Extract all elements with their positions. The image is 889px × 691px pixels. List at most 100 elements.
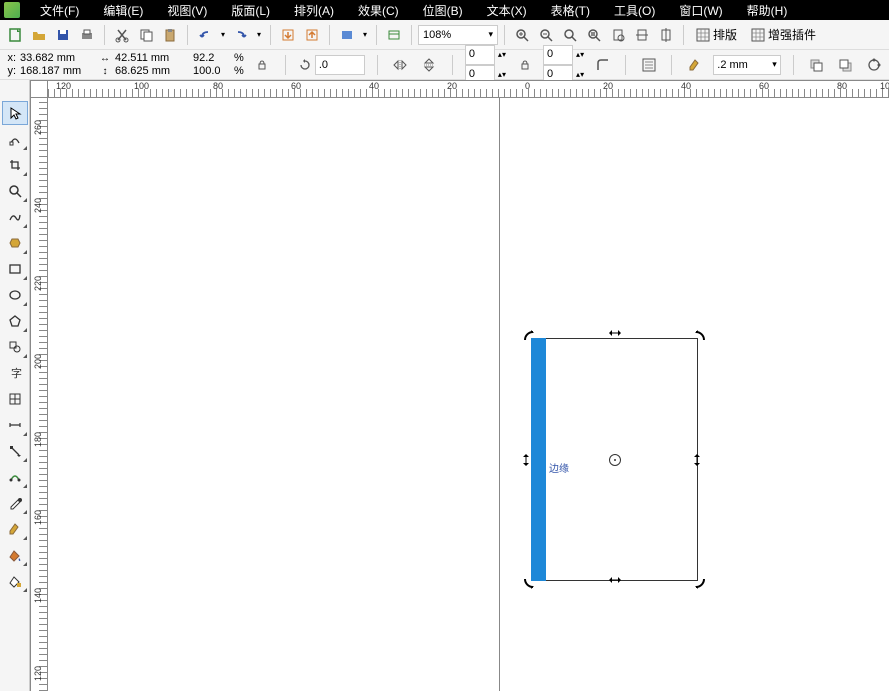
corner-lock-button[interactable] — [514, 54, 535, 76]
menu-edit[interactable]: 编辑(E) — [91, 0, 155, 21]
ruler-v-label: 260 — [33, 120, 43, 135]
redo-button[interactable] — [230, 24, 252, 46]
pick-tool[interactable] — [2, 101, 28, 125]
dimension-tool[interactable] — [2, 413, 28, 437]
menu-effects[interactable]: 效果(C) — [346, 0, 411, 21]
welcome-button[interactable] — [383, 24, 405, 46]
menu-bitmap[interactable]: 位图(B) — [411, 0, 475, 21]
zoom-width-button[interactable] — [631, 24, 653, 46]
scale-y[interactable]: 100.0 — [193, 65, 231, 78]
width-value[interactable]: 42.511 mm — [115, 52, 185, 65]
rotation-input[interactable]: .0 — [315, 55, 365, 75]
height-value[interactable]: 68.625 mm — [115, 65, 185, 78]
fill-tool[interactable] — [2, 543, 28, 567]
print-button[interactable] — [76, 24, 98, 46]
to-back-button[interactable] — [835, 54, 856, 76]
menu-text[interactable]: 文本(X) — [475, 0, 539, 21]
corner3-input[interactable]: 0 — [543, 45, 573, 65]
rectangle-tool[interactable] — [2, 257, 28, 281]
freehand-tool[interactable] — [2, 205, 28, 229]
interactive-tool[interactable] — [2, 465, 28, 489]
separator — [377, 55, 378, 75]
menu-window[interactable]: 窗口(W) — [667, 0, 734, 21]
paste-button[interactable] — [159, 24, 181, 46]
ruler-h-label: 100 — [880, 81, 889, 91]
interactive-fill-tool[interactable] — [2, 569, 28, 593]
canvas[interactable]: 边缘 — [48, 98, 889, 691]
menu-arrange[interactable]: 排列(A) — [282, 0, 346, 21]
lock-ratio-button[interactable] — [252, 54, 273, 76]
menu-table[interactable]: 表格(T) — [539, 0, 602, 21]
shape-tool[interactable] — [2, 127, 28, 151]
outline-width-input[interactable]: .2 mm▾ — [713, 55, 780, 75]
menu-help[interactable]: 帮助(H) — [735, 0, 800, 21]
cut-button[interactable] — [111, 24, 133, 46]
zoom-all-button[interactable] — [583, 24, 605, 46]
ruler-v-label: 240 — [33, 198, 43, 213]
mirror-v-button[interactable] — [419, 54, 440, 76]
rotation-center[interactable] — [609, 454, 621, 466]
x-value[interactable]: 33.682 mm — [20, 52, 90, 65]
connector-tool[interactable] — [2, 439, 28, 463]
zoom-sel-button[interactable] — [559, 24, 581, 46]
ellipse-tool[interactable] — [2, 283, 28, 307]
ruler-h-label: 60 — [291, 81, 301, 91]
launcher-drop[interactable]: ▾ — [360, 24, 370, 46]
y-value[interactable]: 168.187 mm — [20, 65, 90, 78]
undo-button[interactable] — [194, 24, 216, 46]
mirror-h-button[interactable] — [390, 54, 411, 76]
save-button[interactable] — [52, 24, 74, 46]
ruler-horizontal[interactable]: 12010080604020020406080100 — [30, 80, 889, 98]
basic-shapes-tool[interactable] — [2, 335, 28, 359]
zoom-select[interactable]: 108% — [418, 25, 498, 45]
redo-drop[interactable]: ▾ — [254, 24, 264, 46]
app-launcher-button[interactable] — [336, 24, 358, 46]
ruler-vertical[interactable]: 260240220200180160140120 — [30, 98, 48, 691]
import-button[interactable] — [277, 24, 299, 46]
outline-tool[interactable] — [2, 517, 28, 541]
separator — [187, 25, 188, 45]
corner1-input[interactable]: 0 — [465, 45, 495, 65]
zoom-value: 108% — [423, 29, 451, 41]
text-tool[interactable]: 字 — [2, 361, 28, 385]
zoom-in-button[interactable] — [511, 24, 533, 46]
enhance-button[interactable]: 增强插件 — [745, 24, 822, 46]
table-tool[interactable] — [2, 387, 28, 411]
open-button[interactable] — [28, 24, 50, 46]
svg-text:字: 字 — [11, 366, 22, 380]
edge-label: 边缘 — [549, 460, 569, 475]
to-front-button[interactable] — [806, 54, 827, 76]
zoom-height-button[interactable] — [655, 24, 677, 46]
menu-layout[interactable]: 版面(L) — [219, 0, 282, 21]
wrap-text-button[interactable] — [638, 54, 659, 76]
menu-file[interactable]: 文件(F) — [28, 0, 91, 21]
ruler-h-label: 40 — [681, 81, 691, 91]
separator — [452, 55, 453, 75]
typeset-button[interactable]: 排版 — [690, 24, 743, 46]
ruler-origin[interactable] — [30, 80, 48, 98]
rotate-icon — [298, 58, 312, 72]
separator — [671, 55, 672, 75]
polygon-tool[interactable] — [2, 309, 28, 333]
crop-tool[interactable] — [2, 153, 28, 177]
separator — [504, 25, 505, 45]
blue-rectangle-shape[interactable] — [531, 338, 546, 581]
typeset-label: 排版 — [713, 26, 737, 43]
zoom-out-button[interactable] — [535, 24, 557, 46]
separator — [683, 25, 684, 45]
corner-style-button[interactable] — [592, 54, 613, 76]
height-icon: ↕ — [98, 65, 112, 78]
new-button[interactable] — [4, 24, 26, 46]
smart-fill-tool[interactable] — [2, 231, 28, 255]
menu-view[interactable]: 视图(V) — [155, 0, 219, 21]
convert-curves-button[interactable] — [864, 54, 885, 76]
zoom-tool[interactable] — [2, 179, 28, 203]
menu-tools[interactable]: 工具(O) — [602, 0, 667, 21]
copy-button[interactable] — [135, 24, 157, 46]
zoom-page-button[interactable] — [607, 24, 629, 46]
selected-object[interactable]: 边缘 — [531, 338, 698, 581]
export-button[interactable] — [301, 24, 323, 46]
scale-x[interactable]: 92.2 — [193, 52, 231, 65]
eyedropper-tool[interactable] — [2, 491, 28, 515]
undo-drop[interactable]: ▾ — [218, 24, 228, 46]
